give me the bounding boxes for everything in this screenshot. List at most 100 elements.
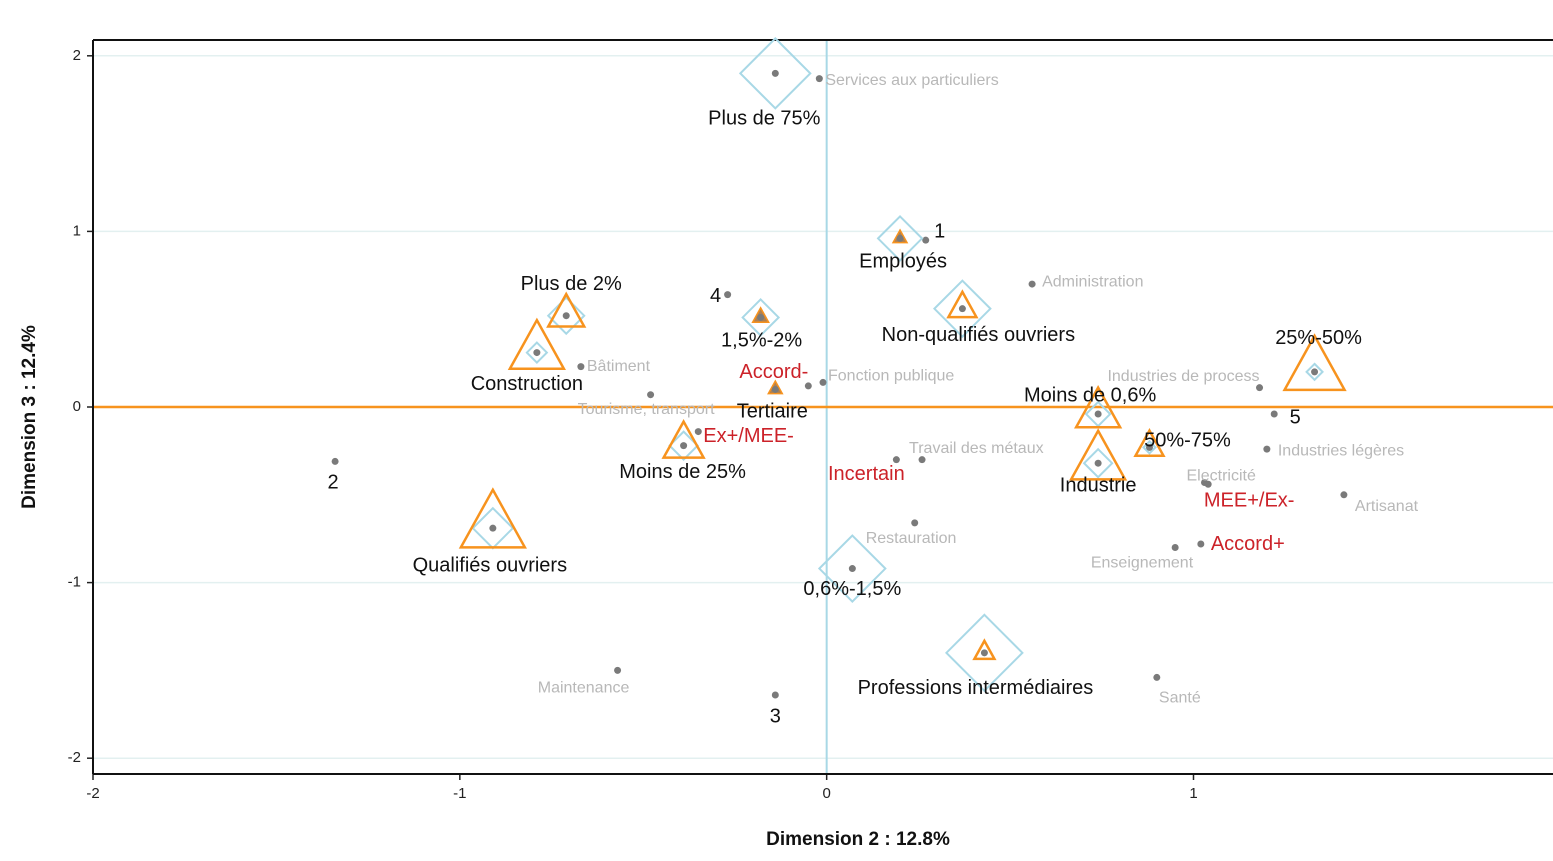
point-label: 25%-50%: [1275, 327, 1362, 349]
point: [918, 456, 926, 464]
x-axis-title: Dimension 2 : 12.8%: [766, 829, 950, 850]
point: [1028, 280, 1036, 288]
point-label: Plus de 2%: [521, 273, 622, 295]
triangle-marker: [458, 487, 527, 549]
point: [771, 385, 779, 393]
point-label: Industrie: [1060, 474, 1137, 496]
triangle-marker: [946, 289, 979, 319]
point-label: Construction: [471, 373, 583, 395]
point-label: Non-qualifiés ouvriers: [882, 324, 1075, 346]
diamond-marker: [738, 36, 812, 110]
triangle-marker: [972, 638, 997, 661]
point-label: Accord-: [739, 361, 808, 383]
point-label: 0,6%-1,5%: [803, 578, 901, 600]
diamond-marker: [525, 341, 549, 364]
x-tick-label: 1: [1189, 785, 1197, 802]
point: [896, 234, 904, 242]
y-tick-label: 1: [73, 222, 81, 239]
point-label: Moins de 25%: [619, 461, 746, 483]
point: [804, 382, 812, 390]
point: [958, 305, 966, 313]
point-label: Ex+/MEE-: [703, 425, 794, 447]
point: [331, 457, 339, 465]
point-label: Enseignement: [1091, 555, 1194, 572]
point-label: Accord+: [1211, 533, 1285, 555]
diamond-marker: [741, 298, 781, 337]
point-label: Moins de 0,6%: [1024, 384, 1157, 406]
point: [1204, 480, 1212, 488]
x-tick-label: -1: [453, 785, 466, 802]
point: [1270, 410, 1278, 418]
diamond-marker: [944, 613, 1024, 693]
point: [757, 313, 765, 321]
x-tick-label: -2: [86, 785, 99, 802]
diamond-marker: [1082, 447, 1114, 479]
point-label: Tourisme, transport: [578, 401, 715, 418]
point: [577, 363, 585, 371]
point: [647, 391, 655, 399]
point-label: Restauration: [866, 530, 957, 547]
point: [1263, 445, 1271, 453]
point-label: Qualifiés ouvriers: [413, 554, 568, 576]
point: [819, 378, 827, 386]
diamond-marker: [1142, 439, 1157, 455]
point: [980, 649, 988, 657]
point-label: 1,5%-2%: [721, 330, 802, 352]
point: [489, 524, 497, 532]
point-label: Bâtiment: [587, 358, 651, 375]
point-label: Industries légères: [1278, 442, 1404, 459]
point: [1256, 384, 1264, 392]
triangle-marker: [1282, 333, 1347, 392]
diamond-marker: [876, 215, 924, 262]
point-label: Santé: [1159, 690, 1201, 707]
diamond-marker: [546, 296, 586, 336]
point-label: Industries de process: [1107, 368, 1259, 385]
point-label: Maintenance: [538, 680, 630, 697]
point: [815, 75, 823, 83]
y-axis-title: Dimension 3 : 12.4%: [19, 325, 40, 509]
diamond-marker: [817, 534, 887, 603]
point: [1145, 443, 1153, 451]
point: [1197, 540, 1205, 548]
point-label: Tertiaire: [737, 401, 808, 423]
point: [562, 312, 570, 320]
point-label: Electricité: [1187, 468, 1256, 485]
point: [1311, 368, 1319, 376]
y-tick-label: 2: [73, 47, 81, 64]
point-label: 5: [1290, 406, 1301, 428]
point: [1171, 543, 1179, 551]
y-tick-label: -2: [68, 749, 81, 766]
point-label: Fonction publique: [828, 368, 954, 385]
point: [533, 349, 541, 357]
point: [724, 291, 732, 299]
point: [614, 666, 622, 674]
point: [680, 442, 688, 450]
point-label: Employés: [859, 251, 947, 273]
point-label: MEE+/Ex-: [1204, 490, 1295, 512]
point: [771, 691, 779, 699]
triangle-marker: [1133, 428, 1166, 458]
point: [922, 236, 930, 244]
point: [911, 519, 919, 527]
triangle-marker: [546, 291, 587, 328]
triangle-marker: [507, 317, 566, 371]
diamond-marker: [1305, 362, 1324, 382]
point-label: Administration: [1042, 273, 1143, 290]
point-label: Artisanat: [1355, 498, 1419, 515]
y-tick-label: 0: [73, 398, 81, 415]
point: [694, 428, 702, 436]
point: [771, 69, 779, 77]
diamond-marker: [932, 279, 992, 339]
point-label: Incertain: [828, 463, 905, 485]
point-label: 2: [328, 472, 339, 494]
point-label: Plus de 75%: [708, 108, 821, 130]
triangle-marker: [1069, 428, 1128, 481]
point: [1153, 673, 1161, 681]
point-label: Travail des métaux: [909, 440, 1044, 457]
point-label: Services aux particuliers: [825, 72, 998, 89]
y-tick-label: -1: [68, 574, 81, 591]
point: [1094, 459, 1102, 467]
triangle-marker: [661, 419, 706, 459]
point: [892, 456, 900, 464]
